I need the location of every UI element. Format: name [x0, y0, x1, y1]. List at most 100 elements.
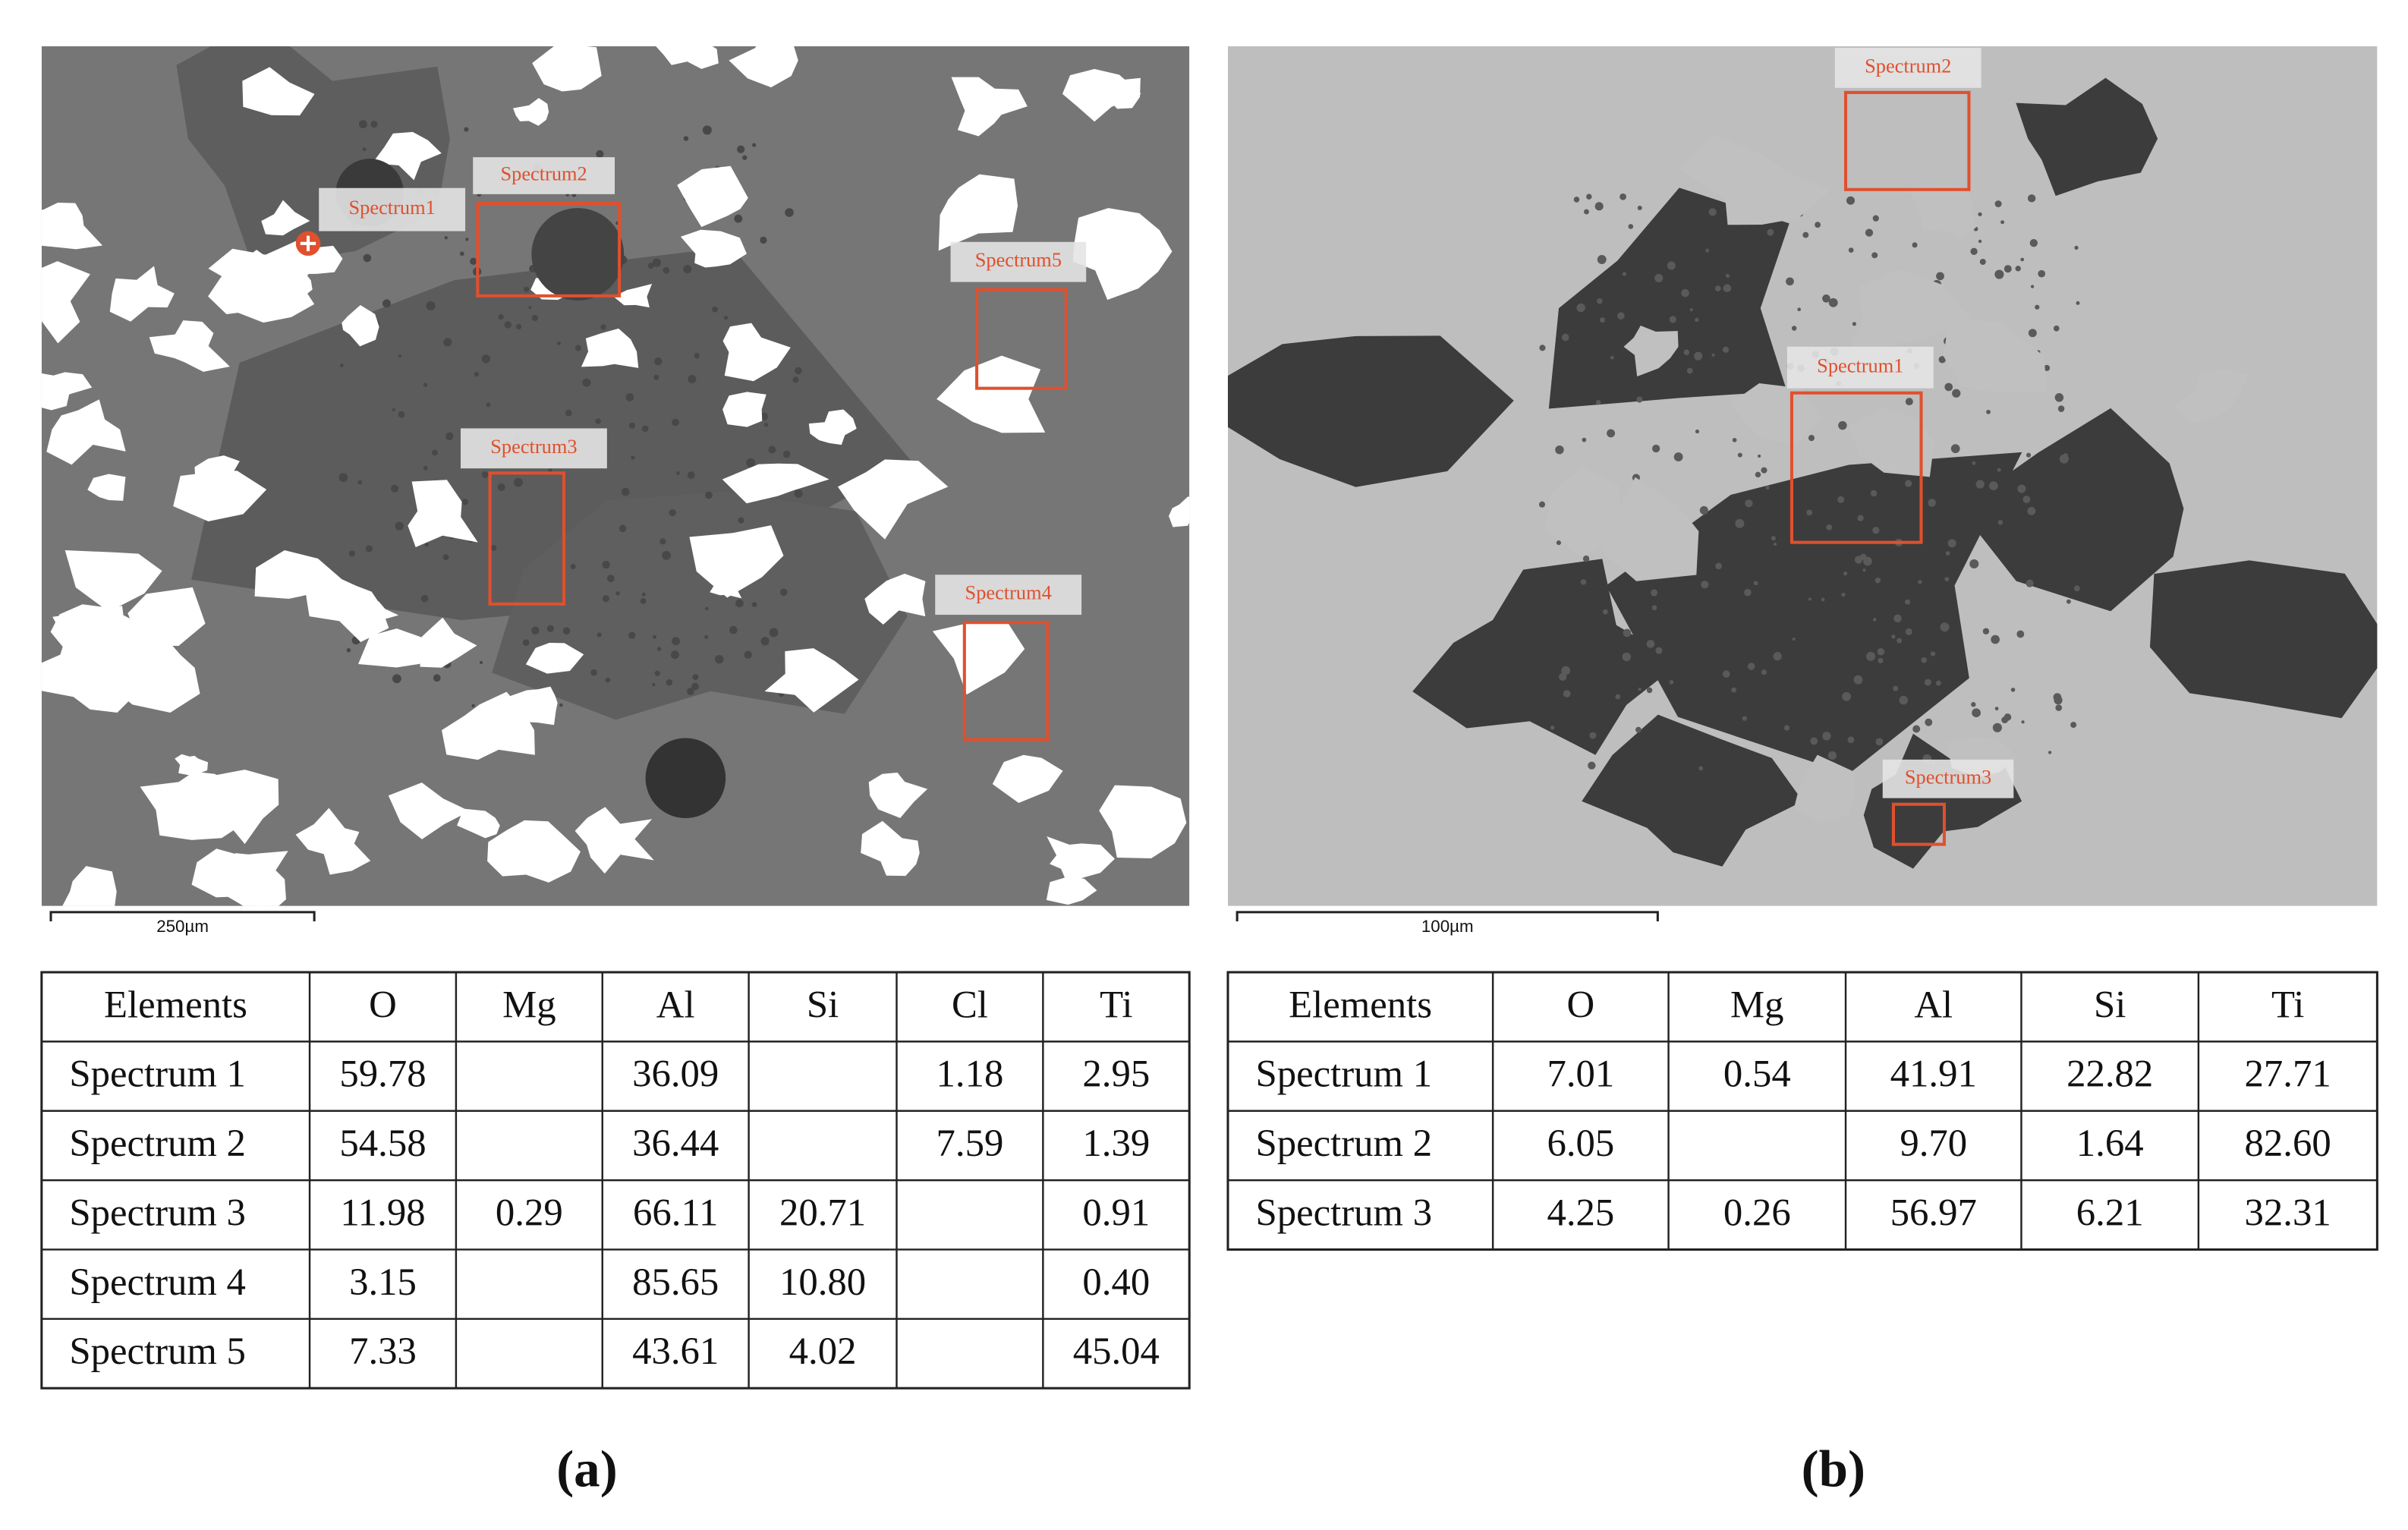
texture	[1753, 581, 1758, 586]
texture	[621, 487, 630, 496]
texture	[1695, 317, 1699, 323]
texture	[763, 422, 769, 427]
panel-caption: (b)	[1802, 1440, 1865, 1498]
particle	[305, 573, 389, 643]
texture	[445, 432, 454, 441]
scale-bar	[49, 911, 316, 922]
texture	[2055, 704, 2063, 711]
texture	[471, 704, 475, 708]
table-cell: 32.31	[2245, 1191, 2331, 1233]
texture	[1705, 248, 1710, 253]
texture	[516, 323, 522, 330]
texture	[768, 445, 776, 454]
texture	[461, 498, 468, 505]
particle	[729, 46, 798, 88]
particle	[837, 459, 949, 540]
sem-image-a: Spectrum1 Spectrum2 Spectrum3 Spectrum4 Spec…	[41, 46, 1190, 906]
texture	[670, 650, 679, 660]
spectrum-label: Spectrum1	[1817, 354, 1903, 376]
texture	[672, 637, 681, 646]
texture	[1725, 273, 1730, 278]
texture	[338, 473, 348, 483]
texture	[2021, 720, 2025, 724]
texture	[1905, 398, 1913, 406]
texture	[1708, 208, 1717, 216]
texture	[562, 627, 571, 635]
texture	[2053, 325, 2060, 332]
texture	[2063, 453, 2068, 458]
particle	[764, 648, 859, 713]
particle	[532, 46, 602, 92]
texture	[1918, 580, 1922, 584]
texture	[615, 590, 620, 596]
particle	[140, 771, 261, 840]
particle	[1843, 269, 1971, 361]
texture	[1978, 212, 1982, 216]
texture	[486, 402, 491, 408]
header-cell: Elements	[104, 983, 247, 1025]
table-cell: 82.60	[2245, 1122, 2331, 1164]
header-cell: O	[1567, 983, 1595, 1025]
texture	[596, 632, 602, 638]
header-cell: Elements	[1289, 983, 1432, 1025]
header-cell: Mg	[502, 983, 556, 1025]
texture	[687, 471, 695, 480]
particle	[680, 229, 747, 268]
table-cell: 2.95	[1082, 1053, 1150, 1095]
texture	[656, 647, 662, 651]
table-cell: 11.98	[340, 1191, 425, 1233]
table-cell: 54.58	[339, 1122, 426, 1164]
texture	[1847, 736, 1855, 744]
spectrum-area	[476, 202, 622, 298]
texture	[1945, 551, 1950, 556]
texture	[692, 674, 699, 681]
table-cell: 0.54	[1723, 1053, 1791, 1095]
texture	[479, 660, 483, 664]
particle	[1582, 714, 1803, 867]
particle	[938, 174, 1018, 251]
texture	[715, 654, 724, 664]
texture	[504, 321, 512, 329]
texture	[1870, 490, 1878, 497]
texture	[1986, 409, 1991, 414]
particle	[65, 550, 162, 612]
texture	[1563, 690, 1571, 697]
texture	[432, 449, 438, 456]
texture	[1826, 524, 1833, 530]
texture	[1872, 527, 1880, 534]
texture	[1952, 389, 1961, 398]
texture	[1683, 349, 1690, 355]
texture	[1810, 737, 1818, 745]
texture	[557, 342, 561, 345]
table-cell: 7.59	[936, 1122, 1004, 1164]
texture	[522, 639, 530, 647]
scale-bar-label: 100µm	[1421, 917, 1474, 936]
texture	[1925, 718, 1933, 726]
texture	[746, 458, 756, 468]
texture	[513, 477, 523, 487]
texture	[582, 378, 591, 387]
texture	[1854, 556, 1863, 564]
texture	[1905, 480, 1912, 487]
particle	[677, 165, 748, 228]
texture	[687, 688, 694, 695]
texture	[531, 314, 538, 322]
particle	[1107, 77, 1141, 109]
texture	[2030, 285, 2035, 288]
header-cell: Mg	[1730, 983, 1784, 1025]
texture	[652, 683, 656, 687]
texture	[1669, 680, 1674, 685]
texture	[2016, 630, 2025, 638]
table-cell: Spectrum 5	[69, 1330, 246, 1372]
texture	[1711, 353, 1715, 357]
spectrum-area	[1789, 391, 1923, 544]
texture	[2028, 329, 2037, 338]
particle	[41, 203, 102, 250]
texture	[653, 374, 659, 380]
texture	[1722, 670, 1730, 678]
texture	[1699, 505, 1708, 515]
texture	[398, 354, 402, 358]
texture	[1597, 255, 1607, 264]
